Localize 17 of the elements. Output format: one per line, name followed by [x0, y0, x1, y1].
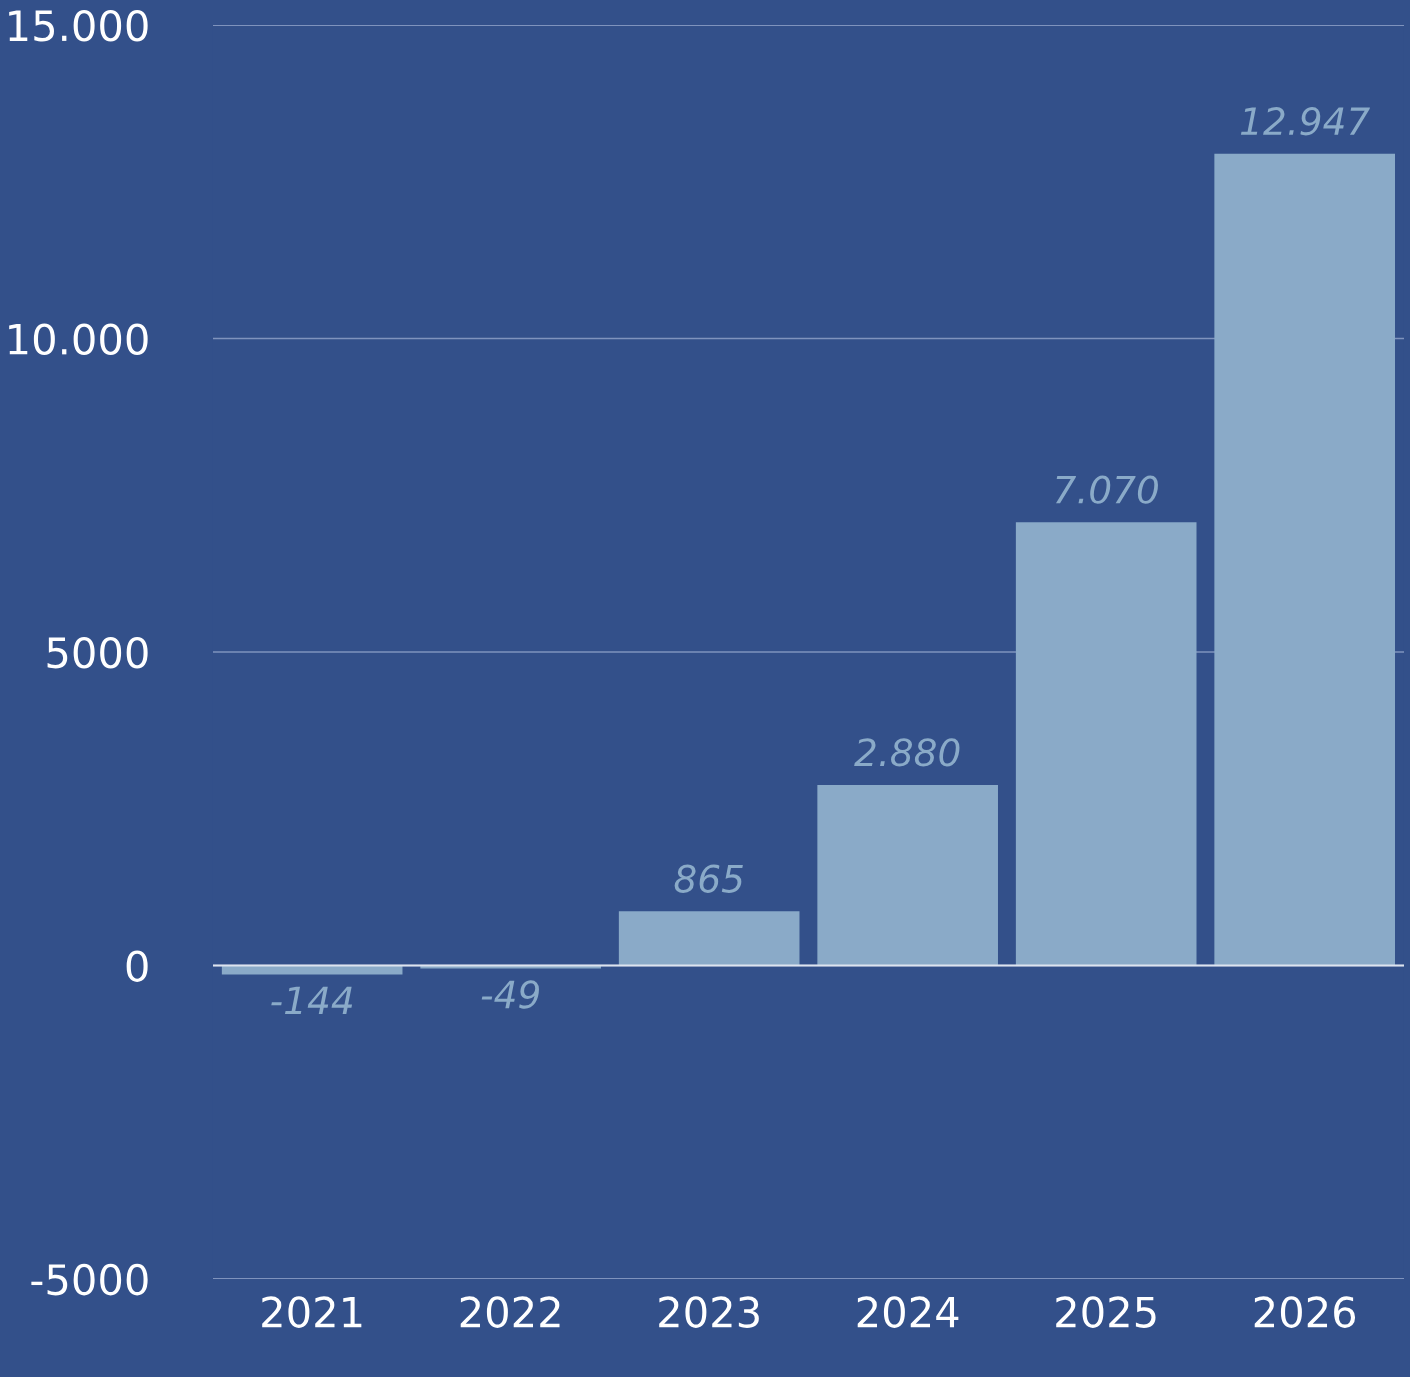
x-tick-label: 2023: [659, 1296, 759, 1328]
x-tick-label: 2021: [262, 1296, 362, 1328]
data-label: 12.947: [1240, 107, 1370, 136]
x-tick-label: 2026: [1254, 1296, 1356, 1328]
y-tick-label: -5000: [31, 1263, 148, 1296]
y-tick-label: 0: [126, 950, 148, 982]
data-label: -49: [481, 980, 539, 1009]
x-tick-label: 2025: [1056, 1296, 1156, 1328]
data-label: 2.880: [854, 738, 960, 767]
y-tick-label: 5000: [47, 636, 148, 669]
data-label: 865: [674, 864, 743, 893]
data-label: 7.070: [1055, 475, 1158, 504]
x-tick-label: 2022: [460, 1296, 560, 1328]
y-tick-label: 15.000: [9, 9, 148, 42]
data-label: -144: [271, 986, 353, 1015]
x-tick-label: 2024: [857, 1296, 959, 1328]
y-tick-label: 10.000: [9, 323, 148, 355]
